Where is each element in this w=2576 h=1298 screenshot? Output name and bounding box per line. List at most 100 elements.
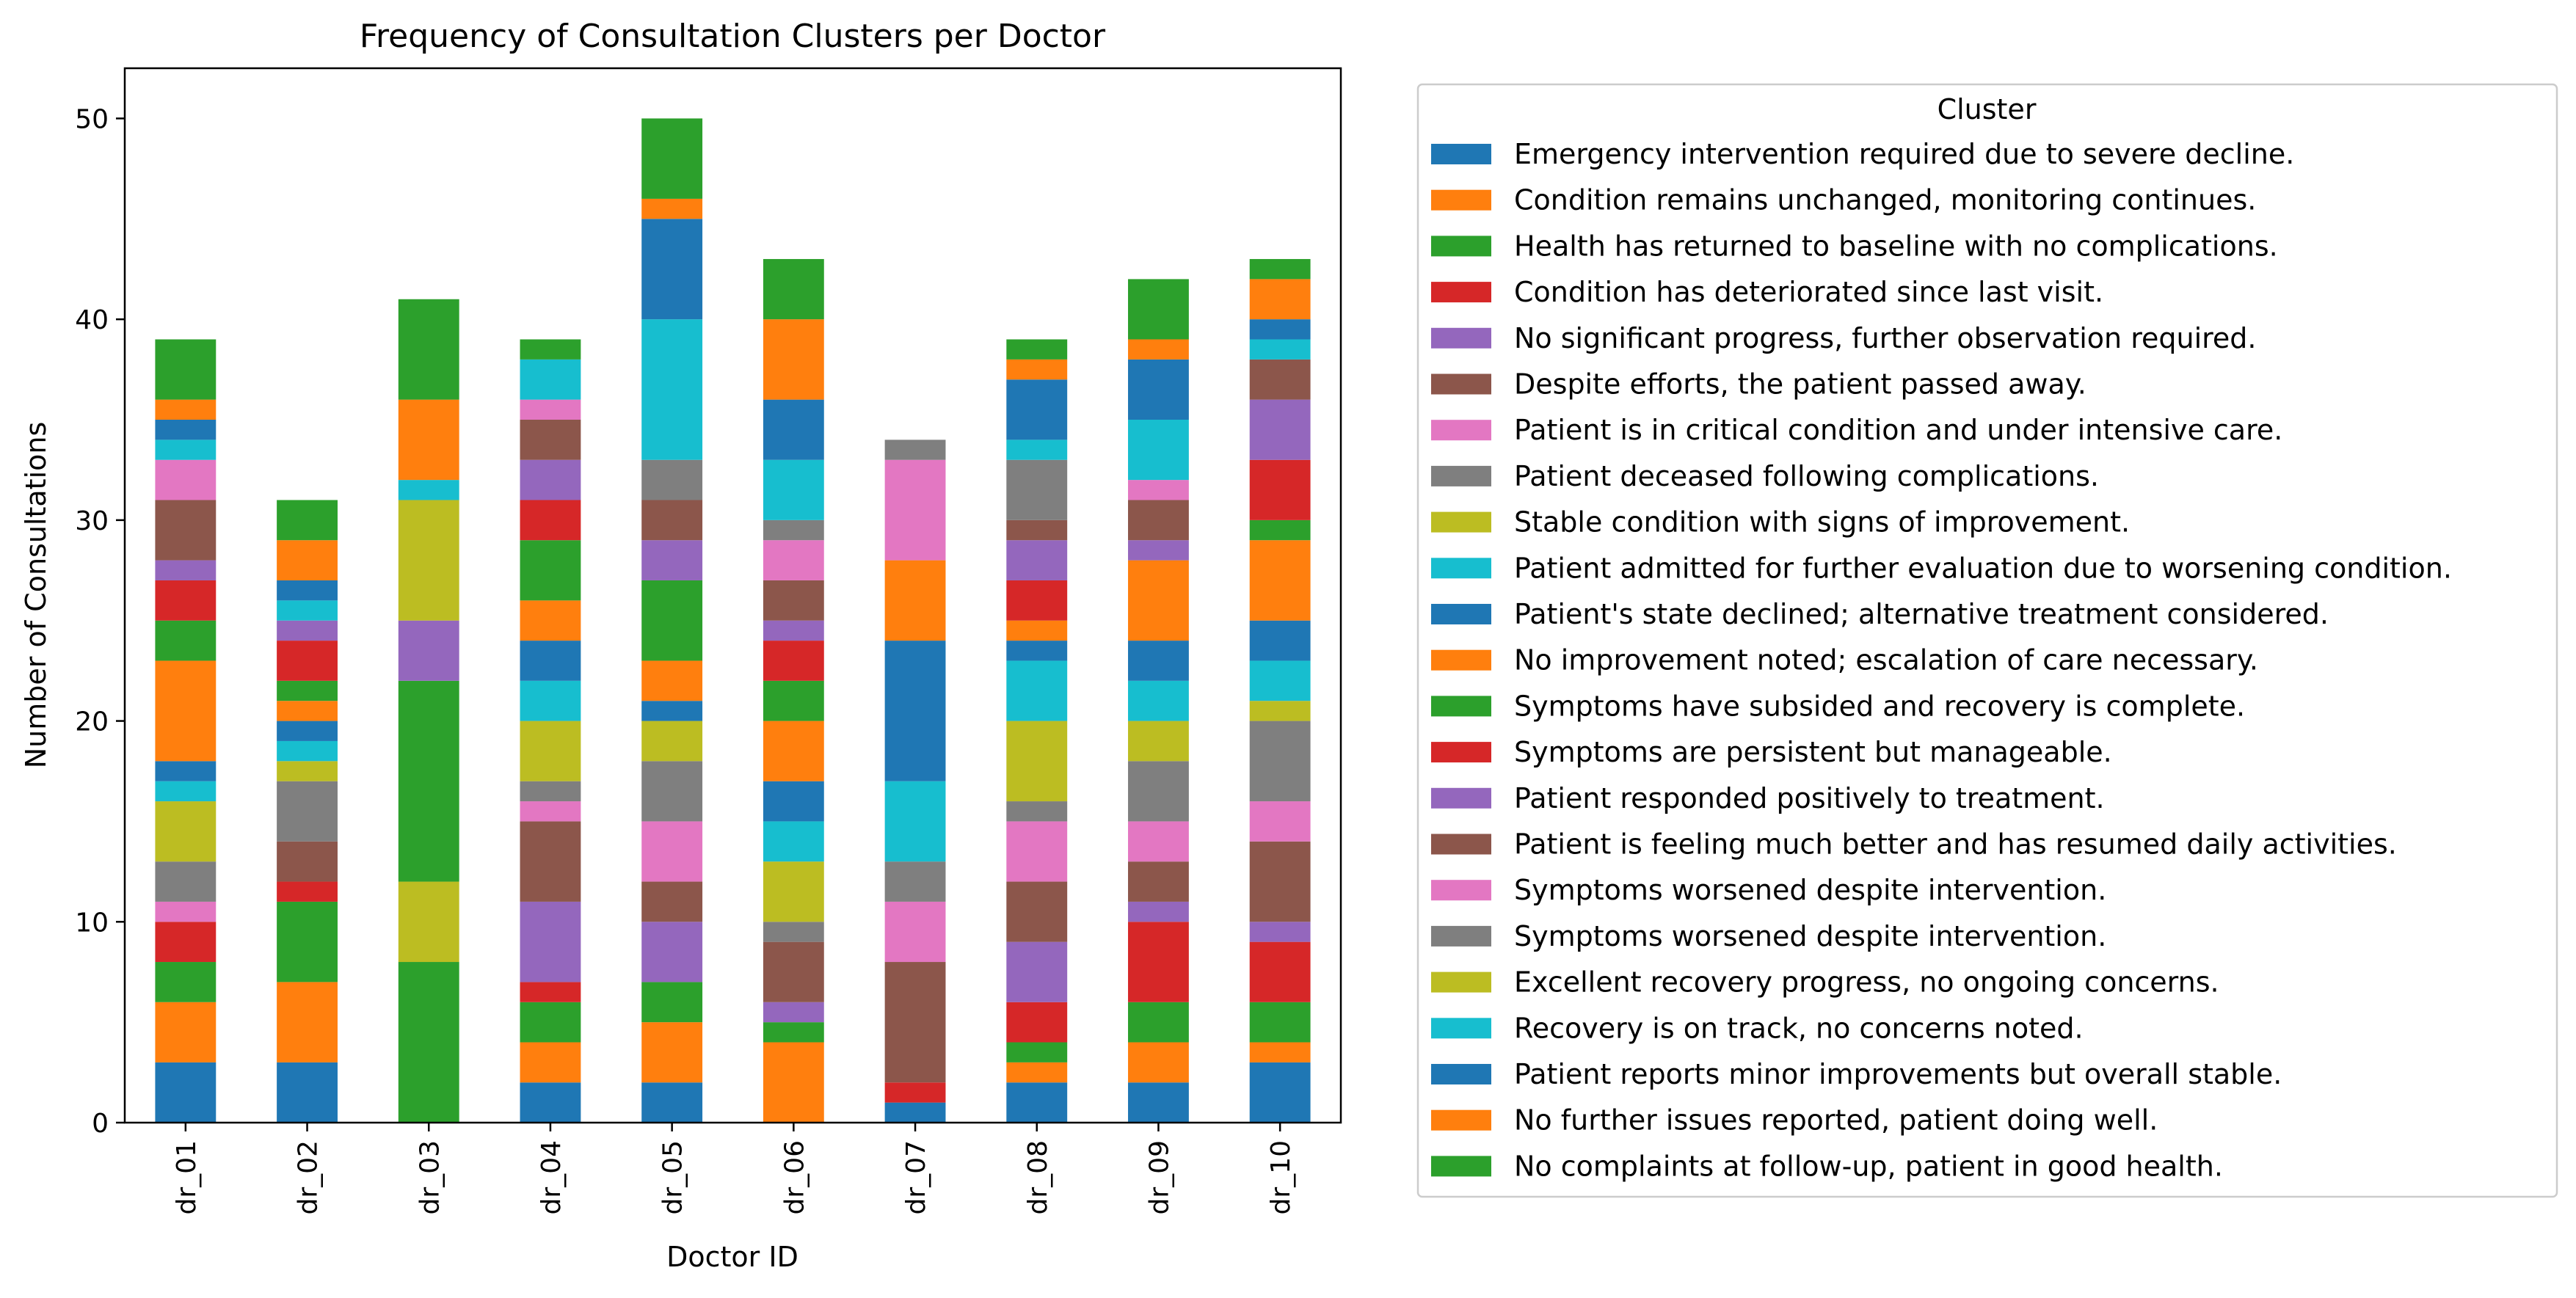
bar-segment <box>520 1042 581 1083</box>
bar-segment <box>1128 821 1189 862</box>
chart-title: Frequency of Consultation Clusters per D… <box>360 18 1106 55</box>
bar-segment <box>277 721 338 741</box>
bar-segment <box>1249 660 1311 701</box>
bar-segment <box>763 319 824 400</box>
bar-segment <box>1249 540 1311 621</box>
legend-swatch <box>1431 1018 1491 1039</box>
bar-segment <box>641 821 703 882</box>
bar-segment <box>155 781 217 802</box>
bar-segment <box>277 841 338 882</box>
x-tick-label: dr_08 <box>1023 1140 1053 1214</box>
y-tick-label: 30 <box>75 506 109 536</box>
bar-segment <box>520 821 581 902</box>
bar-segment <box>155 459 217 500</box>
bar-segment <box>155 339 217 400</box>
bar-segment <box>884 641 946 781</box>
bar-segment <box>1249 319 1311 340</box>
bar-segment <box>520 781 581 802</box>
bar-segment <box>398 299 459 400</box>
plot-frame <box>123 67 1342 1124</box>
bar-segment <box>1006 440 1068 460</box>
bar-segment <box>398 881 459 963</box>
bar-segment <box>1128 761 1189 822</box>
legend-swatch <box>1431 327 1491 349</box>
legend-entry-label: Patient deceased following complications… <box>1514 460 2099 492</box>
bar-segment <box>277 540 338 580</box>
x-tick-label: dr_01 <box>172 1140 202 1214</box>
bar-segment <box>1249 1062 1311 1123</box>
y-tick-label: 50 <box>75 104 109 134</box>
legend-entry-label: Excellent recovery progress, no ongoing … <box>1514 966 2219 999</box>
legend-entry-label: Recovery is on track, no concerns noted. <box>1514 1012 2084 1044</box>
bar-segment <box>1006 1062 1068 1083</box>
bar-segment <box>763 781 824 822</box>
bar-segment <box>520 982 581 1002</box>
bar-segment <box>1128 1002 1189 1043</box>
legend-entry-label: No further issues reported, patient doin… <box>1514 1104 2158 1137</box>
bar-segment <box>1006 540 1068 580</box>
bar-segment <box>763 821 824 862</box>
bar-segment <box>641 761 703 822</box>
legend-swatch <box>1431 236 1491 257</box>
bar-segment <box>884 781 946 862</box>
bar-segment <box>1006 1042 1068 1062</box>
bar-segment <box>155 500 217 561</box>
bar-segment <box>520 680 581 721</box>
bar-segment <box>763 540 824 580</box>
legend-entry-label: No improvement noted; escalation of care… <box>1514 644 2258 677</box>
legend-swatch <box>1431 373 1491 395</box>
x-tick-label: dr_03 <box>415 1140 445 1214</box>
bar-segment <box>520 359 581 400</box>
legend: Cluster Emergency intervention required … <box>1416 83 2558 1198</box>
bar-segment <box>1006 359 1068 380</box>
bar-segment <box>1249 339 1311 360</box>
bar-segment <box>641 219 703 320</box>
bar-segment <box>641 118 703 199</box>
legend-entry-label: Symptoms worsened despite intervention. <box>1514 874 2106 906</box>
bar-segment <box>155 580 217 621</box>
bar-segment <box>277 761 338 781</box>
bar-segment <box>277 982 338 1062</box>
bar-segment <box>277 620 338 641</box>
bar-segment <box>641 660 703 701</box>
bar-segment <box>641 881 703 922</box>
bar-segment <box>398 962 459 1123</box>
bar-segment <box>1249 399 1311 460</box>
bar-segment <box>641 459 703 500</box>
legend-entry-label: Stable condition with signs of improveme… <box>1514 506 2130 539</box>
bar-segment <box>1006 580 1068 621</box>
bar-segment <box>1128 560 1189 641</box>
bar-segment <box>398 680 459 882</box>
bar-segment <box>1249 841 1311 922</box>
legend-swatch <box>1431 925 1491 947</box>
bar-segment <box>155 1062 217 1123</box>
bar-segment <box>277 901 338 982</box>
bar-segment <box>1128 641 1189 681</box>
x-tick-label: dr_06 <box>779 1140 809 1214</box>
legend-swatch <box>1431 511 1491 533</box>
bar-segment <box>763 459 824 520</box>
bar-segment <box>641 1082 703 1123</box>
bar-segment <box>1006 721 1068 802</box>
bar-segment <box>520 420 581 460</box>
bar-segment <box>520 721 581 781</box>
bar-segment <box>884 560 946 641</box>
bar-segment <box>641 540 703 580</box>
bar-segment <box>641 319 703 460</box>
bar-segment <box>1128 480 1189 500</box>
x-tick-label: dr_09 <box>1144 1140 1174 1214</box>
bar-segment <box>155 922 217 963</box>
bar-segment <box>884 459 946 561</box>
bar-segment <box>155 801 217 862</box>
bar-segment <box>520 1082 581 1123</box>
bar-segment <box>155 620 217 661</box>
bar-segment <box>641 580 703 661</box>
bar-segment <box>1128 922 1189 1002</box>
bar-segment <box>1128 359 1189 420</box>
bar-segment <box>155 420 217 440</box>
bar-segment <box>1006 641 1068 661</box>
bar-segment <box>277 701 338 721</box>
bar-segment <box>763 641 824 681</box>
legend-entry-label: Despite efforts, the patient passed away… <box>1514 368 2086 401</box>
bar-segment <box>520 801 581 822</box>
